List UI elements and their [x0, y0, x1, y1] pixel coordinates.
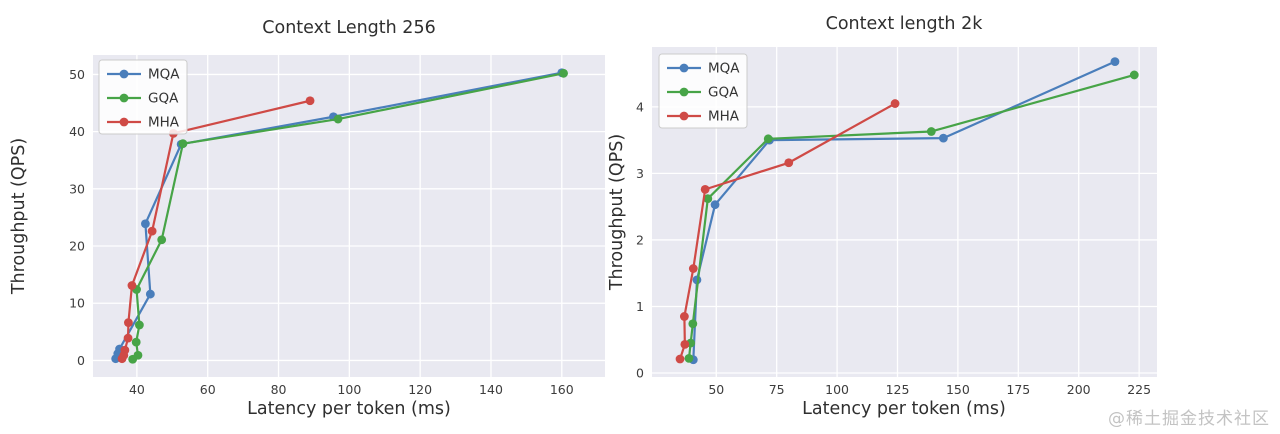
legend-marker-gqa — [119, 93, 129, 103]
y-tick-label: 0 — [77, 353, 85, 368]
y-tick-label: 0 — [636, 366, 644, 381]
legend-label-gqa: GQA — [708, 85, 739, 101]
data-point — [141, 219, 150, 229]
legend-marker-mha — [119, 117, 129, 127]
y-tick-label: 40 — [69, 124, 85, 139]
legend-context-256: MQA GQA MHA — [98, 59, 188, 135]
x-tick-label: 120 — [408, 382, 432, 397]
data-point — [147, 226, 157, 236]
x-tick-label: 100 — [825, 382, 849, 397]
y-tick-label: 50 — [69, 67, 85, 82]
data-point — [703, 194, 713, 204]
data-point — [123, 333, 133, 343]
data-point — [675, 354, 685, 364]
data-point — [890, 99, 900, 108]
x-tick-label: 125 — [886, 382, 910, 397]
x-tick-label: 175 — [1006, 382, 1030, 397]
series-markers-gqa — [128, 68, 568, 364]
x-tick-label: 100 — [337, 382, 361, 397]
legend-label-mha: MHA — [148, 115, 180, 131]
series-markers-mha — [675, 99, 900, 364]
legend-label-mqa: MQA — [708, 61, 740, 77]
y-tick-label: 2 — [636, 232, 644, 247]
legend-label-mha: MHA — [708, 109, 740, 125]
data-point — [710, 200, 720, 210]
legend-marker-gqa — [679, 87, 689, 97]
data-point — [1110, 57, 1120, 67]
data-point — [700, 184, 710, 194]
data-point — [134, 320, 144, 330]
data-point — [939, 133, 948, 143]
chart-context-256: 40 60 80 100 120 140 160 0 10 20 30 40 50 Context Len… — [9, 18, 605, 419]
chart-context-2k: 50 75 100 125 150 175 200 225 0 1 2 3 4 Context lengt… — [607, 14, 1157, 419]
x-tick-label: 50 — [708, 382, 724, 397]
data-point — [333, 114, 343, 124]
y-tick-label: 3 — [636, 166, 644, 181]
x-tick-label: 80 — [271, 382, 287, 397]
data-point — [684, 353, 694, 363]
data-point — [784, 158, 794, 168]
data-point — [127, 281, 137, 290]
chart-title: Context length 2k — [826, 14, 984, 34]
data-point — [926, 127, 936, 136]
data-point — [688, 319, 698, 329]
watermark-text: @稀土掘金技术社区 — [1108, 409, 1270, 429]
y-tick-label: 1 — [636, 299, 644, 314]
x-axis-label: Latency per token (ms) — [802, 399, 1006, 419]
data-point — [679, 312, 689, 321]
chart-title: Context Length 256 — [262, 18, 435, 38]
legend-box — [98, 59, 188, 135]
legend-context-2k: MQA GQA MHA — [658, 53, 748, 129]
data-point — [131, 337, 141, 347]
legend-label-mqa: MQA — [148, 67, 180, 83]
legend-marker-mqa — [119, 69, 129, 79]
y-tick-label: 4 — [636, 99, 644, 114]
x-tick-label: 40 — [129, 382, 145, 397]
y-tick-label: 20 — [69, 239, 85, 254]
x-tick-label: 140 — [479, 382, 503, 397]
y-tick-label: 10 — [69, 296, 85, 311]
data-point — [688, 264, 698, 273]
x-tick-label: 160 — [550, 382, 574, 397]
legend-label-gqa: GQA — [148, 91, 179, 107]
legend-marker-mha — [679, 111, 689, 121]
data-point — [157, 235, 167, 245]
data-point — [1129, 70, 1139, 80]
data-point — [559, 68, 568, 78]
legend-marker-mqa — [679, 63, 689, 73]
data-point — [145, 289, 155, 299]
data-point — [133, 350, 143, 360]
x-tick-label: 200 — [1067, 382, 1091, 397]
y-axis-label: Throughput (QPS) — [607, 134, 627, 291]
data-point — [305, 96, 315, 106]
data-point — [124, 318, 133, 328]
x-tick-label: 150 — [946, 382, 970, 397]
x-tick-label: 60 — [200, 382, 216, 397]
y-tick-label: 30 — [69, 181, 85, 196]
x-tick-label: 225 — [1127, 382, 1151, 397]
legend-box — [658, 53, 748, 129]
data-point — [763, 134, 773, 144]
x-tick-label: 75 — [769, 382, 785, 397]
data-point — [680, 339, 690, 349]
data-point — [120, 345, 130, 355]
y-axis-label: Throughput (QPS) — [9, 138, 29, 295]
data-point — [178, 139, 188, 149]
x-axis-label: Latency per token (ms) — [247, 399, 451, 419]
